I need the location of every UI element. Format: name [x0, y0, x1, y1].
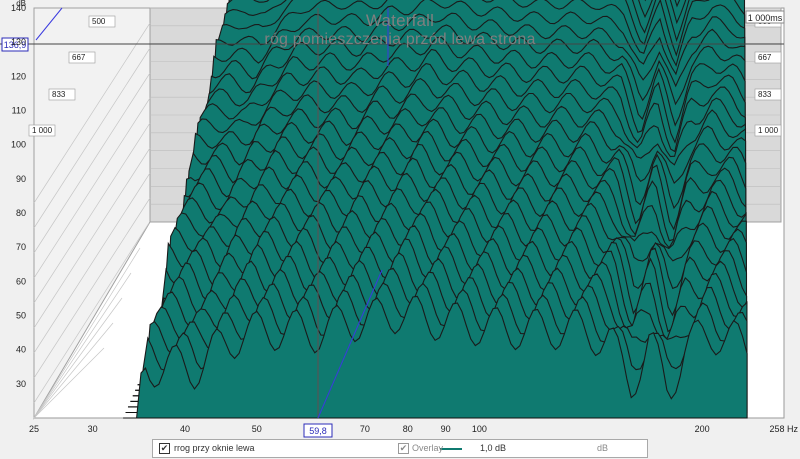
- overlay-label: Overlay: [412, 443, 444, 453]
- time-tick-left-box: [88, 15, 116, 28]
- unit-label: dB: [597, 443, 609, 453]
- time-tick-right: 1 000: [758, 126, 779, 135]
- time-tick-right-box: [754, 124, 782, 137]
- side-wall-hatch: [33, 172, 151, 354]
- side-wall-hatch: [33, 72, 151, 254]
- time-tick-left: 500: [92, 17, 106, 26]
- y-tick-label: 140: [11, 3, 26, 13]
- cursor-y-readout: 136,9: [4, 40, 27, 50]
- side-wall-hatch: [33, 347, 105, 419]
- time-tick-right: 667: [758, 53, 772, 62]
- x-tick-label: 200: [695, 424, 710, 434]
- cursor-y-readout-box: [1, 37, 29, 52]
- waterfall-slices: [123, 0, 748, 419]
- y-tick-label: 60: [16, 276, 26, 286]
- x-axis-end-label: 258 Hz: [769, 424, 798, 434]
- x-tick-label: 25: [29, 424, 39, 434]
- x-tick-label: 50: [252, 424, 262, 434]
- side-wall-hatch: [33, 197, 151, 379]
- side-wall-hatch: [33, 272, 132, 419]
- overlay-checkbox[interactable]: ✔: [398, 443, 409, 454]
- line-width-label: 1,0 dB: [480, 443, 507, 453]
- time-tick-left: 1 000: [32, 126, 53, 135]
- x-tick-label: 40: [180, 424, 190, 434]
- time-tick-left-box: [68, 51, 96, 64]
- side-wall-hatch: [33, 122, 151, 304]
- y-tick-label: 110: [12, 106, 26, 116]
- y-tick-label: 50: [16, 311, 26, 321]
- side-wall-hatch: [33, 22, 151, 204]
- series-name[interactable]: rrog przy oknie lewa: [174, 443, 255, 453]
- x-tick-label: 90: [441, 424, 451, 434]
- y-tick-label: 100: [11, 140, 26, 150]
- time-end-label-box: [745, 10, 785, 24]
- side-wall-hatch: [33, 297, 123, 419]
- y-tick-label: 70: [16, 242, 26, 252]
- cursor-projection-diag: [317, 269, 383, 419]
- side-wall-hatch: [33, 47, 151, 229]
- x-tick-label: 80: [403, 424, 413, 434]
- y-tick-label: 130: [11, 37, 26, 47]
- time-tick-right-box: [754, 51, 782, 64]
- x-tick-label: 70: [360, 424, 370, 434]
- waterfall-slice: [123, 295, 748, 419]
- time-tick-right-box: [754, 88, 782, 101]
- series-line-swatch: [440, 448, 462, 450]
- chart-subtitle: róg pomieszczenia przód lewa strona: [264, 31, 536, 48]
- side-wall-hatch: [33, 97, 151, 279]
- y-tick-label: 90: [16, 174, 26, 184]
- cursor-x-readout-box: [303, 423, 333, 438]
- x-tick-label: 100: [472, 424, 487, 434]
- series-checkbox[interactable]: ✔: [159, 443, 170, 454]
- legend-bar: ✔ rrog przy oknie lewa 1,0 dB ✔ Overlay …: [152, 439, 648, 458]
- time-end-label: 1 000ms: [748, 13, 783, 23]
- time-tick-left-box: [28, 124, 56, 137]
- cursor-x-readout: 59,8: [309, 426, 327, 436]
- side-wall-hatch: [33, 247, 141, 419]
- time-tick-right: 833: [758, 90, 772, 99]
- y-tick-label: 80: [16, 208, 26, 218]
- side-wall-hatch: [33, 222, 150, 404]
- y-tick-label: 120: [11, 71, 26, 81]
- time-tick-left: 667: [72, 53, 86, 62]
- y-unit-label: dB: [16, 0, 26, 8]
- time-tick-left: 833: [52, 90, 66, 99]
- x-tick-label: 30: [88, 424, 98, 434]
- time-tick-left-box: [48, 88, 76, 101]
- cursor-projection-corner: [35, 7, 63, 41]
- chart-title: Waterfall: [365, 11, 435, 30]
- y-tick-label: 40: [16, 345, 26, 355]
- side-wall-hatch: [33, 147, 151, 329]
- y-tick-label: 30: [16, 379, 26, 389]
- side-wall-hatch: [33, 322, 114, 419]
